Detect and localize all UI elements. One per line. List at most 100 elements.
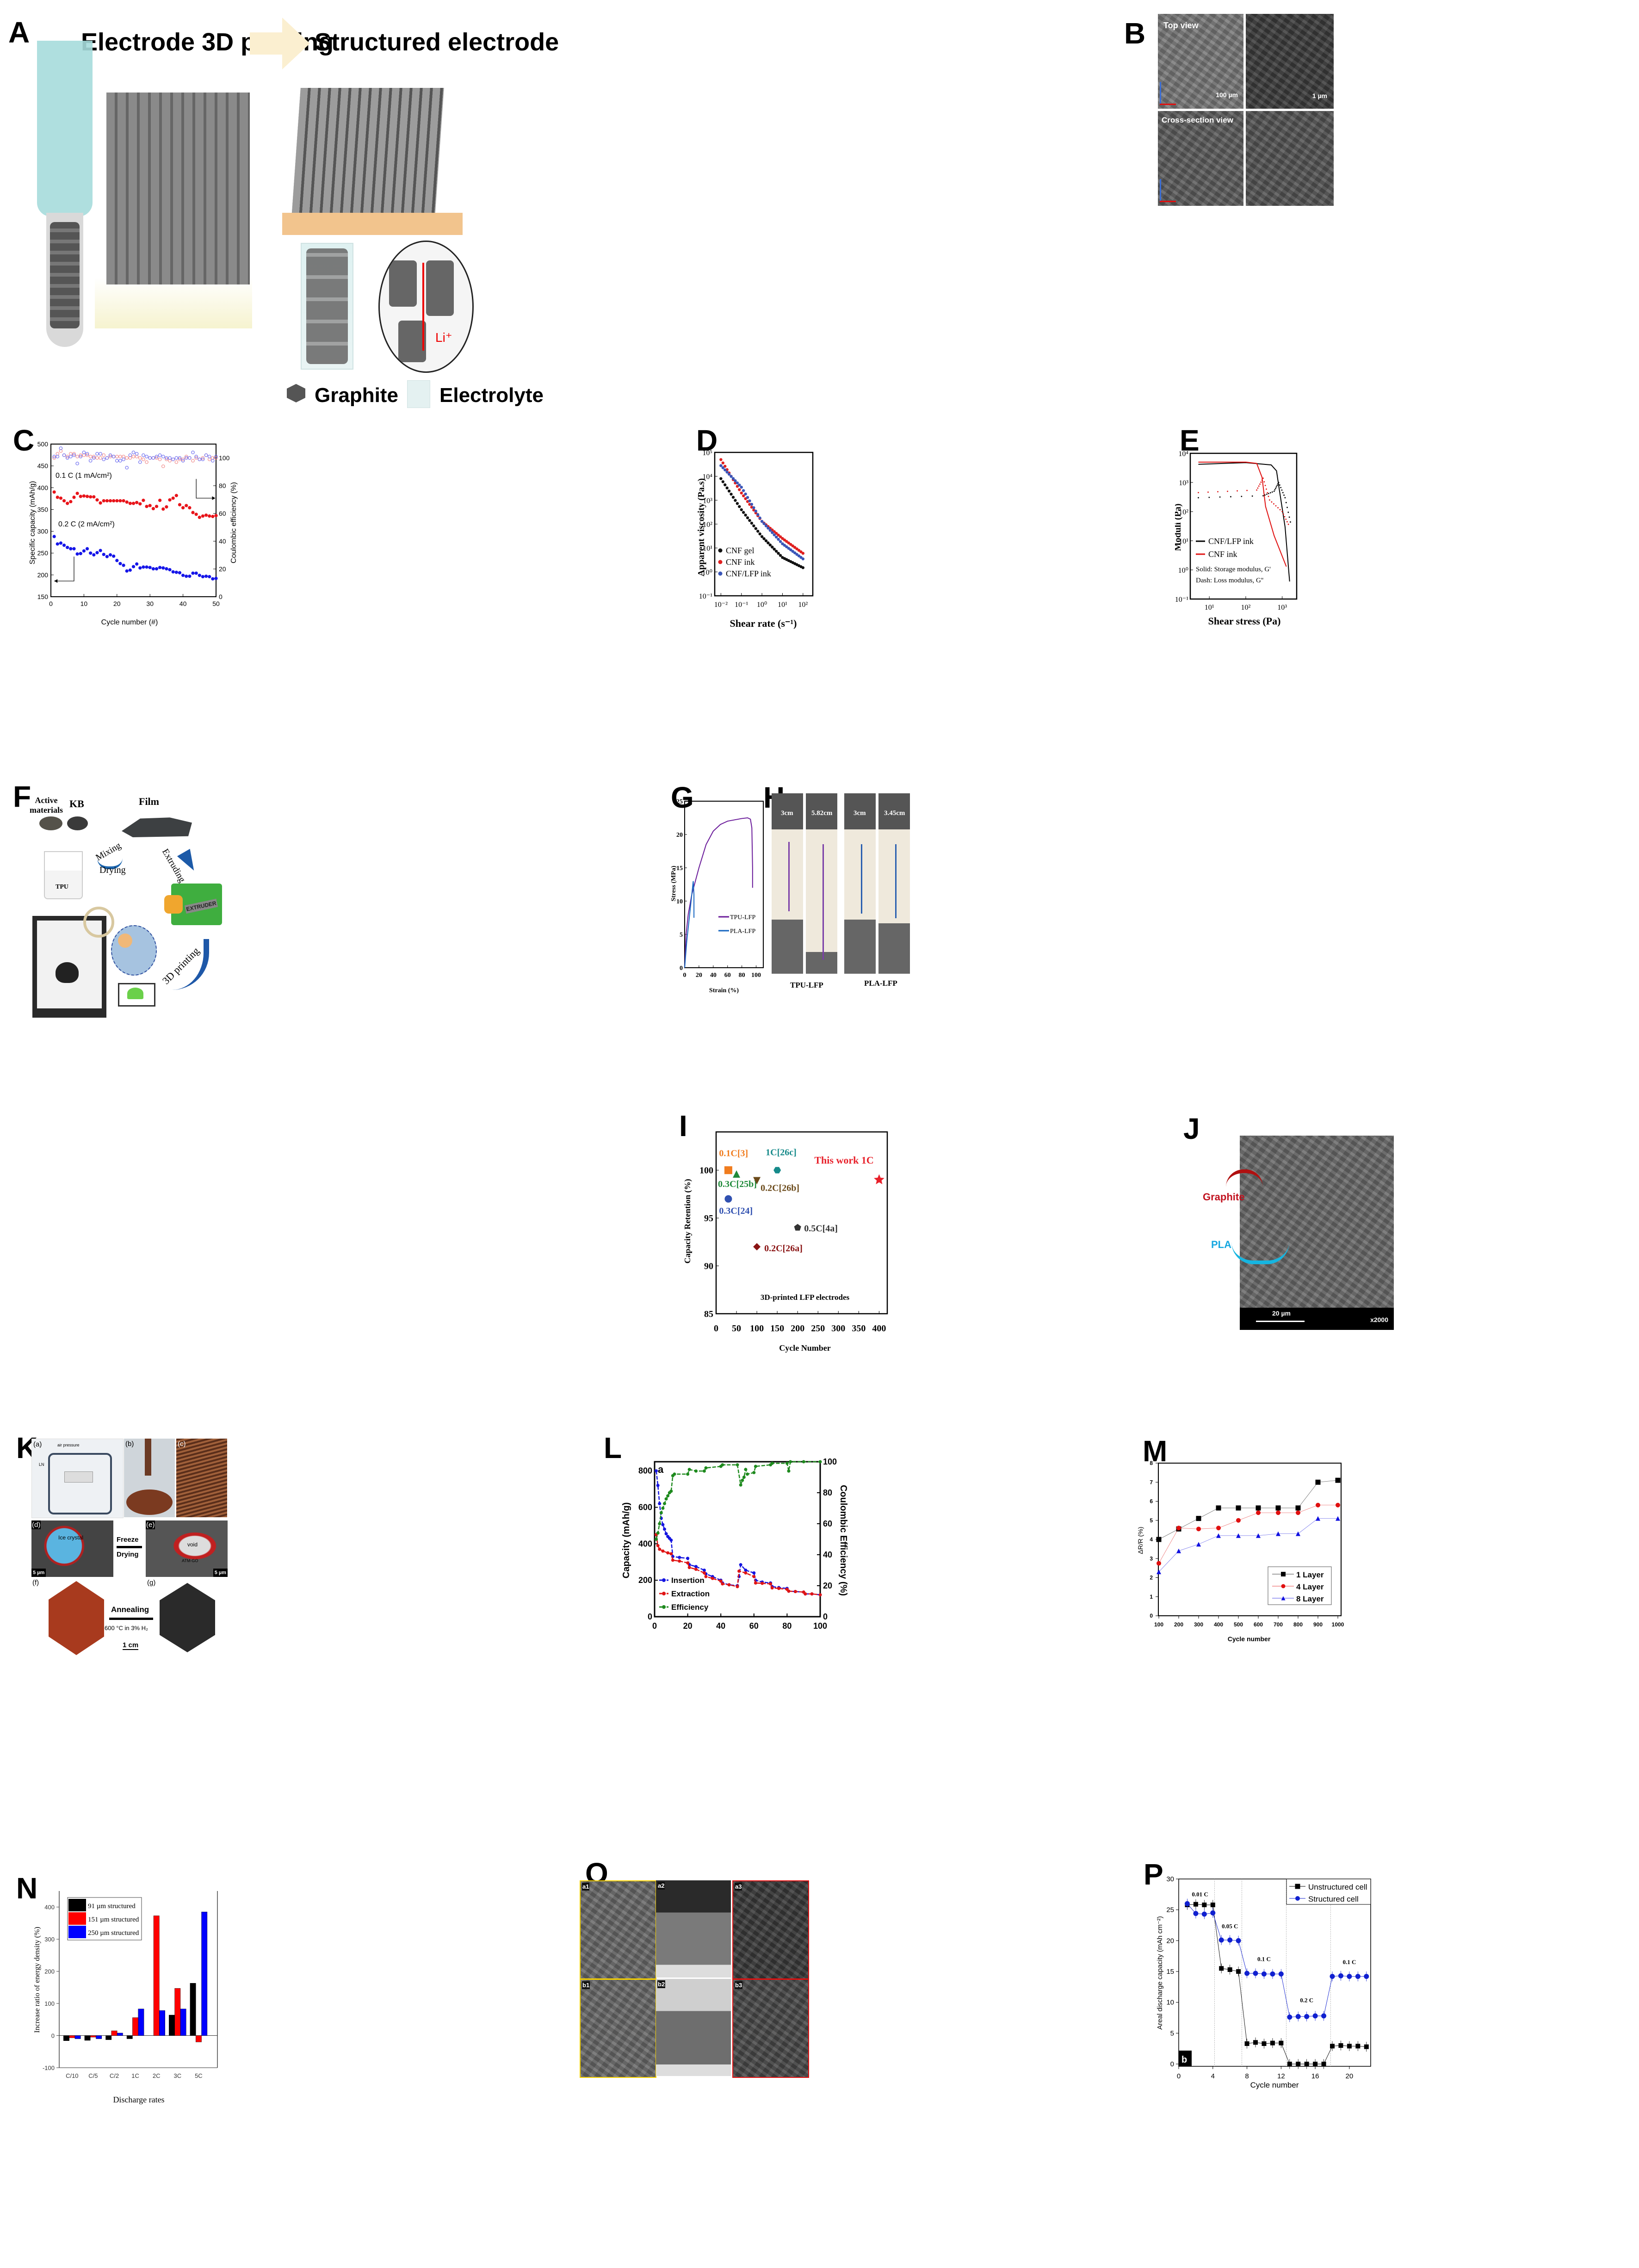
legend-electrolyte-label: Electrolyte xyxy=(439,384,544,407)
svg-text:0: 0 xyxy=(1177,2072,1181,2080)
panel-e: E 10¹ 10² 10³ 10⁻¹ 10⁰ 10¹ 10² 10³ 10⁴ CNF/LFP in… xyxy=(1175,416,1639,777)
svg-text:2: 2 xyxy=(1150,1575,1153,1581)
svg-text:10: 10 xyxy=(676,898,683,905)
panel-label-l: L xyxy=(604,1431,622,1465)
film-illustration xyxy=(122,817,192,837)
svg-text:250: 250 xyxy=(37,550,49,557)
axis-y2-arrow-icon xyxy=(1160,201,1176,202)
top-view-label: Top view xyxy=(1163,21,1199,30)
svg-text:C/5: C/5 xyxy=(88,2072,98,2079)
length-label: 3cm xyxy=(781,810,793,817)
svg-text:10⁻¹: 10⁻¹ xyxy=(1175,596,1188,604)
sublabel: (b) xyxy=(125,1440,134,1448)
svg-text:Moduli (Pa): Moduli (Pa) xyxy=(1175,504,1183,551)
svg-text:0: 0 xyxy=(219,593,223,600)
mixing-arrow-icon xyxy=(97,858,123,869)
svg-text:Cycle Number: Cycle Number xyxy=(779,1343,830,1353)
sublabel: b3 xyxy=(735,1981,743,1989)
svg-text:100: 100 xyxy=(750,1323,764,1334)
drying-label: Drying xyxy=(117,1551,139,1558)
current-collector-illustration xyxy=(282,213,463,235)
svg-text:0: 0 xyxy=(683,972,687,979)
svg-text:0.3C[25b]: 0.3C[25b] xyxy=(718,1179,757,1189)
svg-text:700: 700 xyxy=(1274,1621,1283,1628)
length-label: 3cm xyxy=(854,810,866,817)
svg-text:60: 60 xyxy=(724,972,731,979)
cross-section-label: Cross-section view xyxy=(1162,116,1233,124)
svg-text:100: 100 xyxy=(813,1621,827,1631)
svg-text:5: 5 xyxy=(680,932,683,939)
svg-text:20: 20 xyxy=(676,832,683,839)
hexagon-lattice-red-illustration xyxy=(49,1581,104,1655)
panel-p: P 0 4 8 12 16 20 0 5 10 15 20 25 30 0.01 C 0.05 C 0.1 C… xyxy=(1133,1850,1639,2268)
svg-text:50: 50 xyxy=(212,600,220,607)
length-arrow-icon xyxy=(895,844,897,918)
panel-m: M 100 200 300 400 500 600 700 800 900 1000 0 1 2 3 4 5 6… xyxy=(1110,1425,1639,1841)
sem-cross-section-zoom xyxy=(1246,111,1334,206)
svg-text:Cycle number: Cycle number xyxy=(1228,1635,1271,1643)
length-label: 3.45cm xyxy=(884,810,905,817)
panel-j: J 20 µm x2000 Graphite PLA xyxy=(1180,1110,1639,1434)
svg-text:40: 40 xyxy=(179,600,187,607)
svg-text:8: 8 xyxy=(1245,2072,1249,2080)
svg-text:Discharge rates: Discharge rates xyxy=(113,2095,164,2104)
svg-text:500: 500 xyxy=(37,440,49,448)
svg-text:100: 100 xyxy=(1154,1621,1163,1628)
svg-text:Stress (MPa): Stress (MPa) xyxy=(671,865,677,901)
svg-text:Strain (%): Strain (%) xyxy=(709,987,739,994)
ice-crystal-label: Ice crystal xyxy=(58,1534,83,1541)
graphite-legend-icon xyxy=(287,384,305,402)
svg-text:150: 150 xyxy=(37,593,49,600)
svg-text:Insertion: Insertion xyxy=(671,1576,705,1585)
sublabel: (a) xyxy=(33,1440,42,1448)
panel-label-p: P xyxy=(1144,1858,1163,1891)
svg-text:10¹: 10¹ xyxy=(703,545,712,553)
sem-o-b2: b2 xyxy=(656,1979,731,2076)
sem-graphite-pla: 20 µm x2000 xyxy=(1240,1136,1394,1330)
chart-p: 0 4 8 12 16 20 0 5 10 15 20 25 30 0.01 C 0.05 C 0.1 C 0.… xyxy=(1156,1875,1371,2089)
process-arrow-shaft xyxy=(250,32,282,55)
sublabel: (d) xyxy=(31,1520,41,1529)
svg-text:5: 5 xyxy=(1170,2029,1174,2037)
graphite-stack-illustration xyxy=(50,222,80,328)
svg-text:Efficiency: Efficiency xyxy=(671,1603,709,1612)
svg-text:85: 85 xyxy=(704,1309,713,1319)
svg-text:0.1 C: 0.1 C xyxy=(1257,1955,1271,1962)
svg-text:10¹: 10¹ xyxy=(1205,604,1214,612)
svg-text:Shear rate (s⁻¹): Shear rate (s⁻¹) xyxy=(730,618,797,629)
svg-text:200: 200 xyxy=(638,1576,652,1585)
chart-e: 10¹ 10² 10³ 10⁻¹ 10⁰ 10¹ 10² 10³ 10⁴ CNF/LFP ink C… xyxy=(1175,450,1298,627)
svg-text:100: 100 xyxy=(751,972,761,979)
svg-text:12: 12 xyxy=(1277,2072,1285,2080)
svg-text:100: 100 xyxy=(219,454,230,462)
svg-text:60: 60 xyxy=(749,1621,759,1631)
process-arrow-icon xyxy=(282,18,310,69)
svg-text:80: 80 xyxy=(823,1488,832,1497)
svg-text:10²: 10² xyxy=(1179,508,1188,516)
svg-text:CNF ink: CNF ink xyxy=(1208,550,1237,559)
svg-text:250 µm structured: 250 µm structured xyxy=(88,1929,139,1937)
svg-text:0.2 C: 0.2 C xyxy=(1300,1997,1313,2004)
svg-text:PLA-LFP: PLA-LFP xyxy=(730,928,755,935)
svg-text:600: 600 xyxy=(1254,1621,1263,1628)
sem-o-a1: a1 xyxy=(580,1880,656,1979)
panel-label-c: C xyxy=(13,424,35,457)
electrolyte-legend-icon xyxy=(407,380,430,408)
svg-text:20: 20 xyxy=(113,600,121,607)
sublabel: a2 xyxy=(657,1882,665,1890)
panel-c: C 0 10 20 30 40 50 150 200 250 300 350 400 450 500 0 20… xyxy=(0,416,694,777)
panel-label-m: M xyxy=(1143,1434,1168,1468)
svg-text:91 µm structured: 91 µm structured xyxy=(88,1903,136,1910)
extruder-nozzle-illustration xyxy=(164,895,183,914)
svg-text:Shear stress (Pa): Shear stress (Pa) xyxy=(1208,615,1281,627)
axis-y-arrow-icon xyxy=(1160,82,1161,105)
panel-d: D 10⁻² 10⁻¹ 10⁰ 10¹ 10² 10⁻¹ 10⁰ 10¹ 10² 10³ 10⁴ 10… xyxy=(694,416,1175,777)
svg-text:900: 900 xyxy=(1313,1621,1323,1628)
atm-go-label: ATM-GO xyxy=(182,1558,198,1563)
label-extruder: EXTRUDER xyxy=(184,898,218,914)
panel-label-i: I xyxy=(679,1109,687,1143)
chart-i: 0 50 100 150 200 250 300 350 400 85 90 95 100 0.1C[3]… xyxy=(683,1131,888,1353)
svg-text:450: 450 xyxy=(37,462,49,470)
svg-text:0.3C[24]: 0.3C[24] xyxy=(719,1206,753,1216)
svg-text:40: 40 xyxy=(716,1621,725,1631)
